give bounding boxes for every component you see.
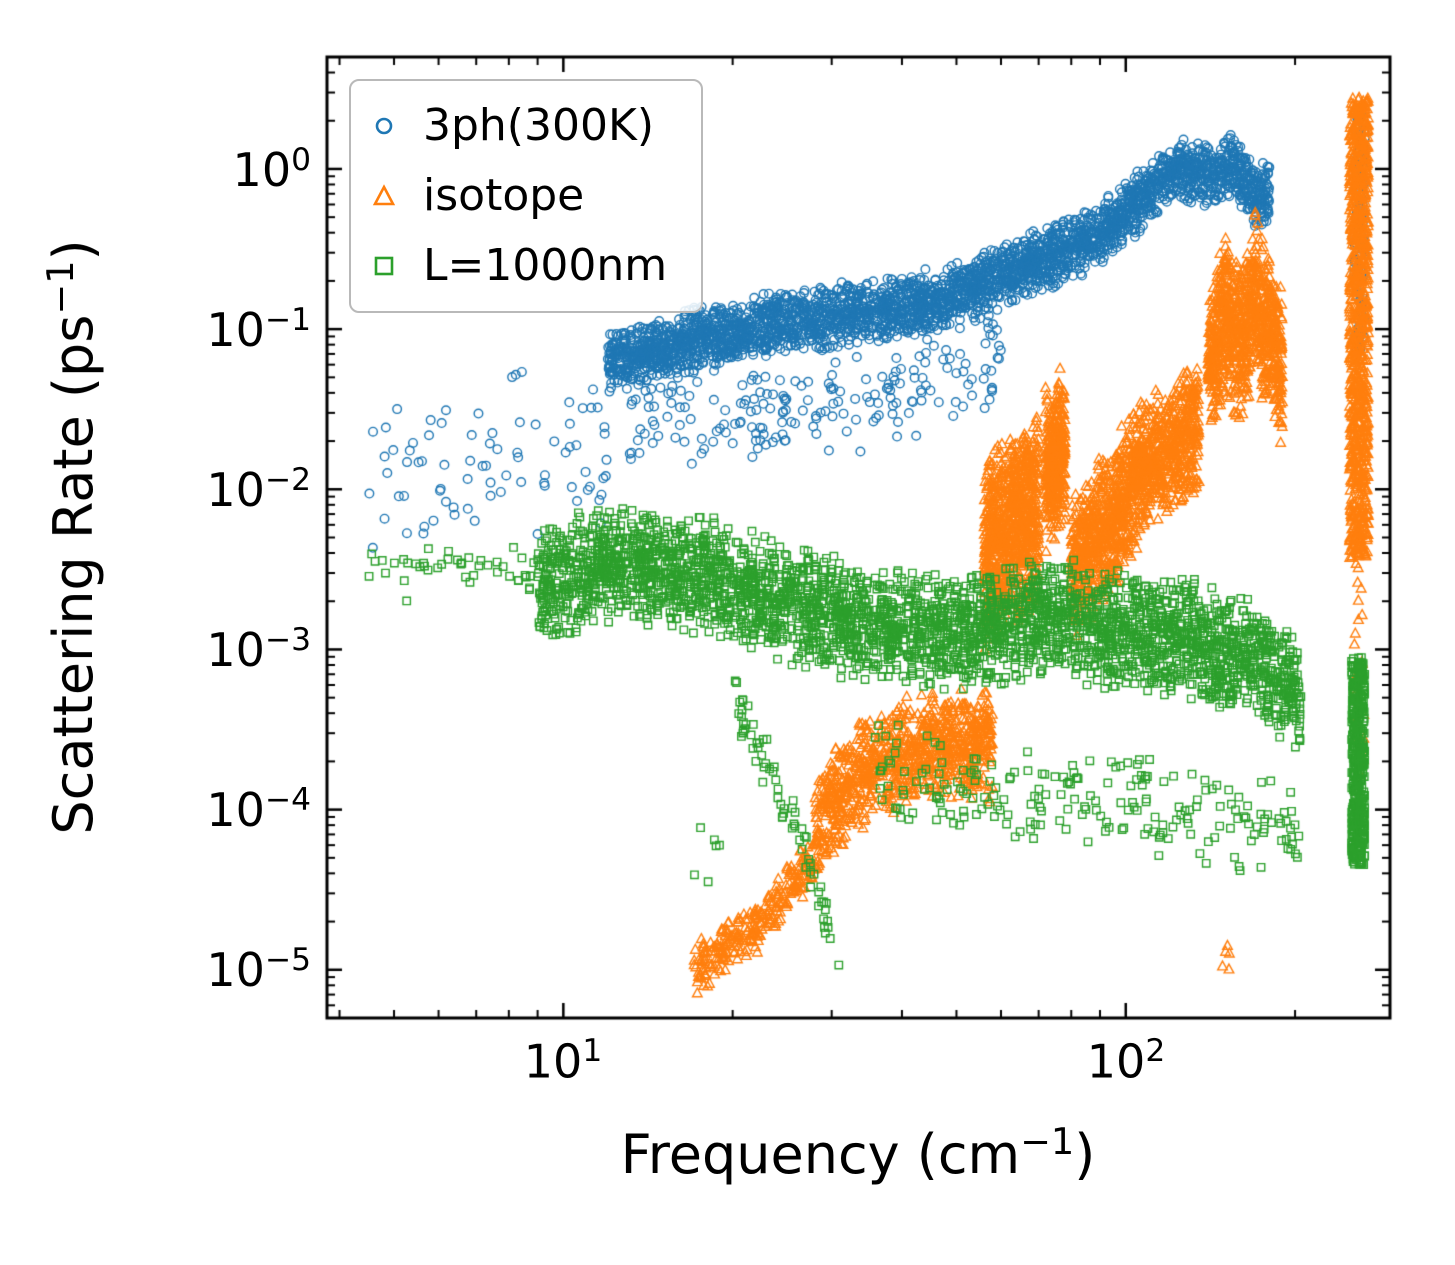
y-tick-label-1e-5: 10−5 (206, 941, 311, 998)
x-axis-label: Frequency (cm−1) (620, 1120, 1096, 1186)
x-tick-label-100: 102 (1086, 1033, 1166, 1089)
y-tick-label-1e0: 100 (232, 141, 311, 198)
y-tick-label-1e-4: 10−4 (206, 781, 311, 838)
legend-item-isotope: isotope (367, 163, 667, 229)
legend-label: isotope (423, 170, 585, 221)
legend-item-3ph: 3ph(300K) (367, 93, 667, 159)
triangle-marker-icon (372, 184, 396, 206)
legend: 3ph(300K) isotope L=1000nm (349, 79, 704, 313)
circle-marker-icon (375, 117, 393, 135)
y-axis-label: Scattering Rate (ps−1) (39, 239, 105, 835)
y-tick-label-1e-3: 10−3 (206, 621, 311, 678)
legend-label: 3ph(300K) (423, 100, 654, 151)
legend-item-boundary: L=1000nm (367, 233, 667, 299)
legend-label: L=1000nm (423, 240, 668, 291)
y-tick-label-1e-2: 10−2 (206, 461, 311, 518)
square-marker-icon (374, 256, 394, 276)
x-tick-label-10: 101 (523, 1033, 603, 1089)
y-tick-label-1e-1: 10−1 (206, 301, 311, 358)
